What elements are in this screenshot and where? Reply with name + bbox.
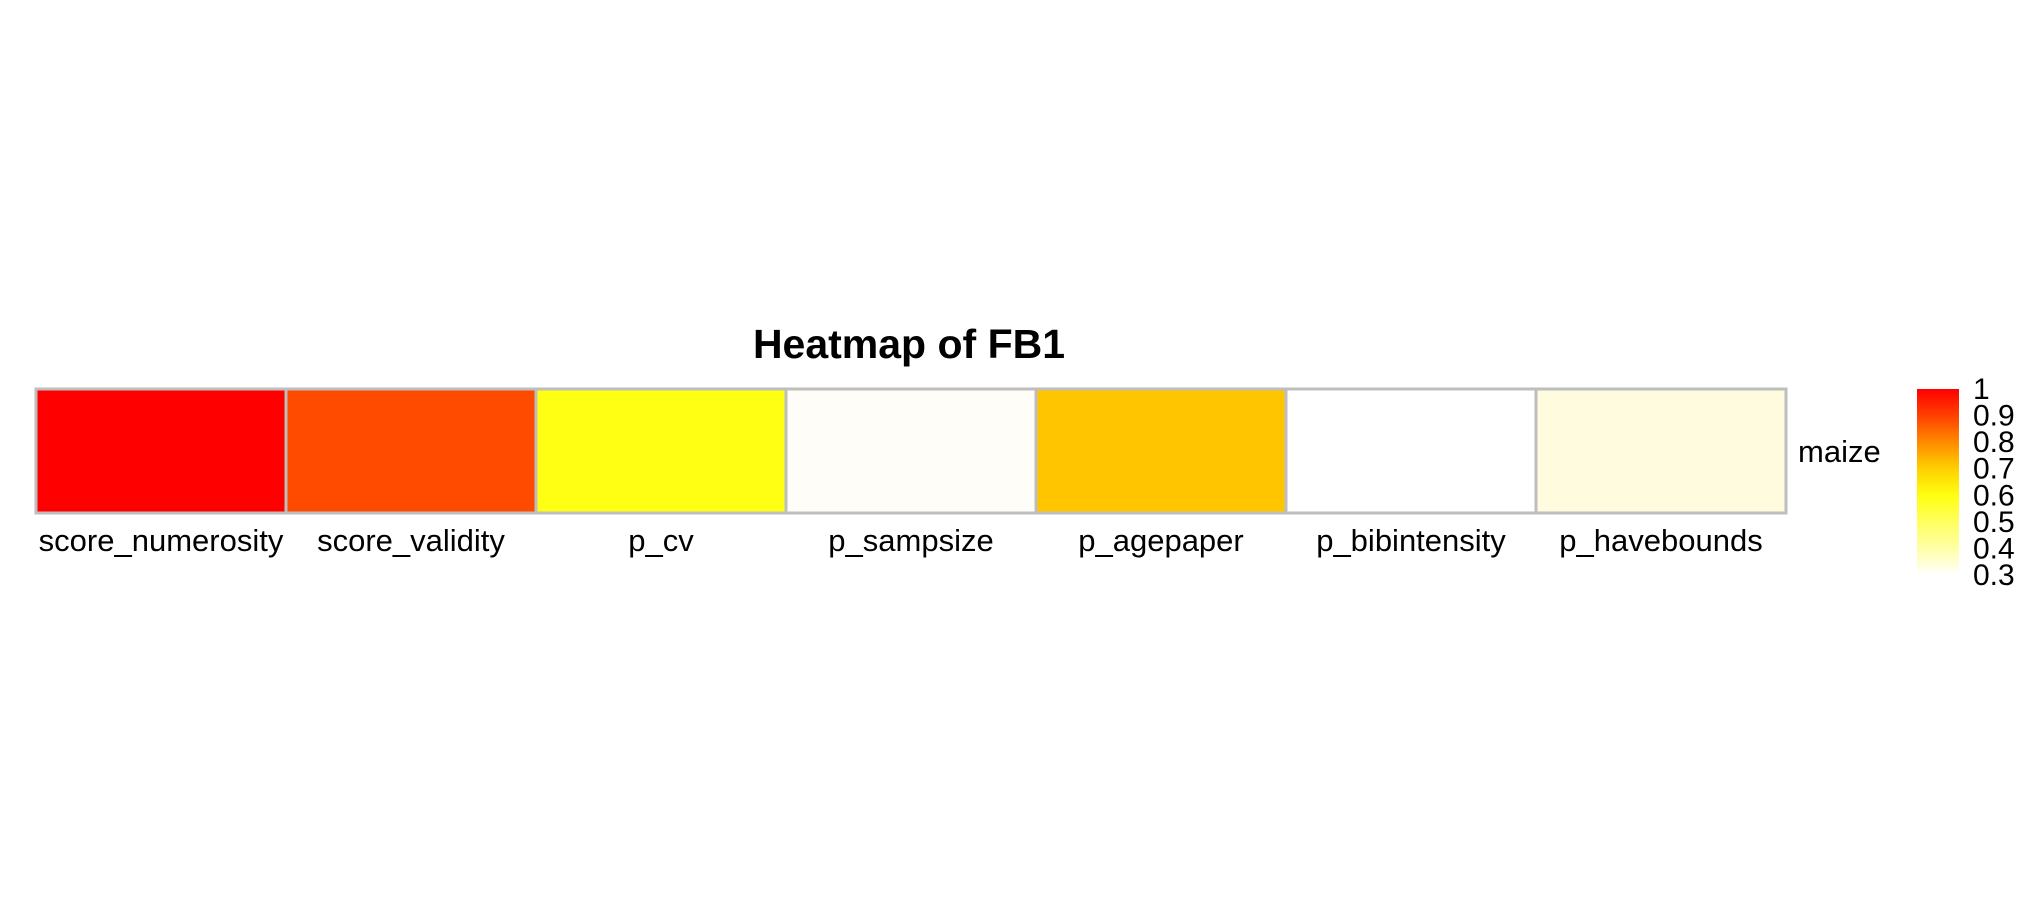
heatmap-cells	[34, 387, 1788, 515]
row-labels: maize	[1798, 434, 1881, 469]
column-label-p_cv: p_cv	[628, 523, 694, 558]
legend-tick-label: 0.7	[1973, 453, 2015, 486]
legend-tick-label: 0.3	[1973, 559, 2015, 592]
legend-tick-label: 0.9	[1973, 400, 2015, 433]
heatmap-cell-maize-p_sampsize	[784, 387, 1038, 515]
heatmap-cell-maize-p_cv	[534, 387, 788, 515]
heatmap-cell-maize-p_agepaper	[1034, 387, 1288, 515]
row-label-maize: maize	[1798, 434, 1881, 469]
column-label-score_validity: score_validity	[317, 523, 505, 558]
color-legend: 10.90.80.70.60.50.40.3	[1917, 373, 2015, 592]
column-label-score_numerosity: score_numerosity	[39, 523, 284, 558]
heatmap-cell-maize-score_numerosity	[34, 387, 288, 515]
chart-title: Heatmap of FB1	[753, 321, 1065, 367]
legend-tick-label: 0.5	[1973, 506, 2015, 539]
column-label-p_bibintensity: p_bibintensity	[1316, 523, 1506, 558]
legend-tick-label: 0.4	[1973, 532, 2015, 565]
legend-tick-labels: 10.90.80.70.60.50.40.3	[1973, 373, 2015, 592]
column-labels: score_numerosity score_validity p_cv p_samp…	[39, 523, 1763, 558]
legend-tick-label: 0.8	[1973, 426, 2015, 459]
heatmap-cell-maize-p_bibintensity	[1284, 387, 1538, 515]
column-label-p_sampsize: p_sampsize	[828, 523, 993, 558]
heatmap-cell-maize-p_havebounds	[1534, 387, 1788, 515]
column-label-p_agepaper: p_agepaper	[1078, 523, 1244, 558]
legend-tick-label: 1	[1973, 373, 1990, 406]
column-label-p_havebounds: p_havebounds	[1559, 523, 1762, 558]
legend-color-bar	[1917, 389, 1959, 575]
legend-tick-label: 0.6	[1973, 479, 2015, 512]
heatmap-cell-maize-score_validity	[284, 387, 538, 515]
